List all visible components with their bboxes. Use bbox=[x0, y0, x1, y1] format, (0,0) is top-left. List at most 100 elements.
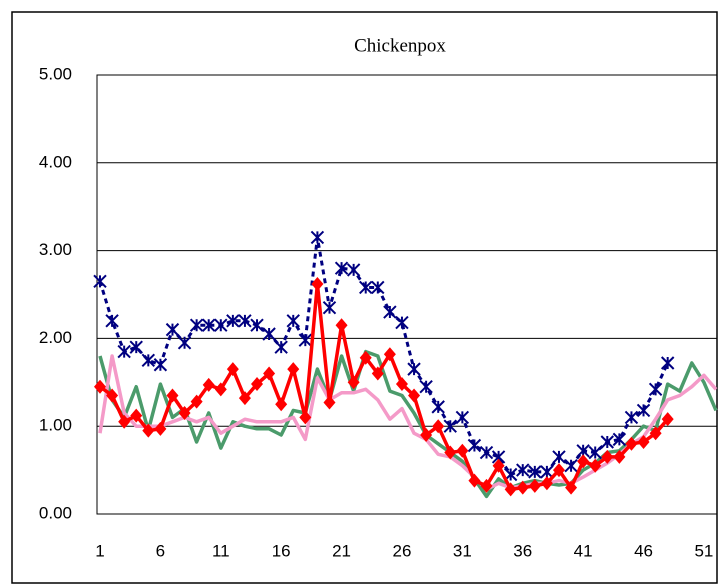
asterisk-marker bbox=[648, 382, 663, 397]
diamond-marker bbox=[335, 318, 348, 333]
diamond-marker bbox=[577, 454, 590, 469]
diamond-marker bbox=[214, 382, 227, 397]
diamond-marker bbox=[383, 347, 396, 362]
asterisk-marker bbox=[117, 344, 131, 359]
diamond-marker bbox=[649, 426, 662, 441]
y-tick-label: 2.00 bbox=[39, 328, 72, 347]
diamond-marker bbox=[154, 421, 167, 436]
diamond-marker bbox=[613, 449, 626, 464]
asterisk-marker bbox=[359, 280, 373, 295]
x-tick-label: 1 bbox=[95, 541, 104, 560]
diamond-marker bbox=[601, 449, 614, 464]
asterisk-marker bbox=[660, 356, 675, 370]
asterisk-marker bbox=[346, 263, 361, 277]
diamond-marker bbox=[359, 350, 372, 365]
series-line bbox=[98, 349, 718, 499]
x-tick-label: 46 bbox=[634, 541, 653, 560]
asterisk-marker bbox=[407, 362, 421, 376]
asterisk-marker bbox=[479, 445, 494, 460]
diamond-marker bbox=[444, 445, 457, 460]
plot-area bbox=[96, 74, 718, 515]
diamond-marker bbox=[637, 435, 650, 450]
asterisk-marker bbox=[262, 327, 276, 341]
x-tick-label: 41 bbox=[574, 541, 593, 560]
asterisk-marker bbox=[226, 314, 240, 328]
asterisk-marker bbox=[153, 358, 168, 372]
asterisk-marker bbox=[419, 379, 433, 394]
asterisk-marker bbox=[564, 459, 578, 473]
x-tick-label: 11 bbox=[212, 541, 230, 560]
diamond-marker bbox=[166, 388, 179, 403]
diamond-marker bbox=[347, 375, 360, 390]
diamond-marker bbox=[565, 480, 578, 495]
diamond-marker bbox=[251, 377, 264, 392]
asterisk-marker bbox=[540, 465, 554, 479]
chart-frame bbox=[11, 11, 718, 584]
asterisk-marker bbox=[624, 410, 639, 425]
y-tick-label: 4.00 bbox=[39, 152, 72, 171]
asterisk-marker bbox=[395, 315, 409, 330]
asterisk-marker bbox=[636, 403, 651, 418]
diamond-marker bbox=[94, 379, 106, 394]
diamond-marker bbox=[492, 458, 505, 473]
diamond-marker bbox=[528, 478, 541, 493]
diamond-marker bbox=[395, 377, 408, 392]
asterisk-marker bbox=[105, 314, 119, 328]
x-tick-label: 36 bbox=[513, 541, 532, 560]
asterisk-marker bbox=[552, 450, 566, 464]
asterisk-marker bbox=[383, 305, 397, 319]
asterisk-marker bbox=[189, 318, 204, 332]
diamond-marker bbox=[226, 362, 239, 377]
diamond-marker bbox=[516, 480, 529, 495]
diamond-marker bbox=[371, 366, 384, 381]
diamond-marker bbox=[432, 419, 445, 434]
asterisk-marker bbox=[238, 314, 252, 328]
asterisk-marker bbox=[165, 322, 180, 337]
diamond-marker bbox=[311, 276, 324, 291]
y-tick-label: 3.00 bbox=[39, 240, 72, 259]
chart-title: Chickenpox bbox=[354, 35, 446, 56]
diamond-marker bbox=[106, 388, 119, 403]
diamond-marker bbox=[275, 397, 288, 412]
asterisk-marker bbox=[467, 438, 482, 453]
asterisk-marker bbox=[201, 318, 216, 332]
x-tick-label: 6 bbox=[156, 541, 165, 560]
asterisk-marker bbox=[371, 280, 385, 295]
diamond-marker bbox=[118, 414, 131, 429]
asterisk-marker bbox=[528, 465, 542, 479]
asterisk-marker bbox=[322, 300, 337, 315]
y-tick-label: 5.00 bbox=[39, 64, 72, 83]
diamond-marker bbox=[540, 476, 553, 491]
diamond-marker bbox=[263, 366, 276, 381]
diamond-marker bbox=[661, 412, 674, 427]
asterisk-marker bbox=[612, 432, 627, 447]
asterisk-marker bbox=[334, 261, 349, 275]
asterisk-marker bbox=[431, 400, 445, 414]
asterisk-marker bbox=[214, 318, 228, 332]
diamond-marker bbox=[504, 482, 517, 497]
diamond-marker bbox=[202, 377, 215, 392]
diamond-marker bbox=[299, 410, 312, 425]
asterisk-marker bbox=[455, 410, 470, 425]
x-tick-label: 26 bbox=[392, 541, 411, 560]
series-line bbox=[98, 354, 718, 492]
x-tick-label: 16 bbox=[272, 541, 291, 560]
diamond-marker bbox=[552, 463, 565, 478]
asterisk-marker bbox=[250, 318, 264, 332]
asterisk-marker bbox=[310, 230, 325, 245]
diamond-marker bbox=[420, 427, 433, 442]
diamond-marker bbox=[287, 362, 300, 377]
x-tick-label: 31 bbox=[453, 541, 472, 560]
diamond-marker bbox=[238, 391, 251, 406]
asterisk-marker bbox=[443, 419, 457, 433]
diamond-marker bbox=[408, 388, 421, 403]
x-tick-label: 21 bbox=[332, 541, 351, 560]
asterisk-marker bbox=[129, 340, 143, 354]
asterisk-marker bbox=[93, 274, 107, 289]
asterisk-marker bbox=[141, 353, 156, 368]
x-tick-label: 51 bbox=[694, 541, 713, 560]
diamond-marker bbox=[589, 458, 602, 473]
asterisk-marker bbox=[516, 463, 530, 477]
asterisk-marker bbox=[274, 340, 288, 354]
